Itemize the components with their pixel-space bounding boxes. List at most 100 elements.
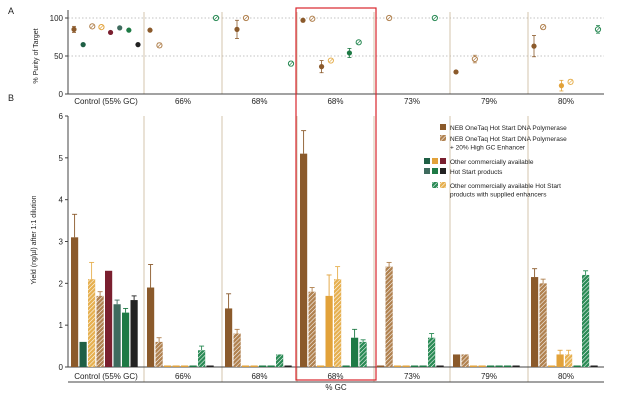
legend-swatch-hatch xyxy=(440,135,446,141)
panel-b-category-label: 66% xyxy=(175,372,191,381)
panel-b-category-label: 80% xyxy=(558,372,574,381)
panel-b-bar xyxy=(181,365,189,367)
panel-a-point xyxy=(300,17,306,23)
panel-b-bar-hatch xyxy=(233,333,241,367)
legend-label: Other commercially available Hot Start xyxy=(450,183,561,190)
panel-a-point xyxy=(135,42,141,48)
panel-b-bar-hatch xyxy=(88,279,96,367)
panel-b-y-tick-label: 2 xyxy=(59,279,64,288)
panel-a-point-hatch xyxy=(99,25,104,29)
panel-a-point xyxy=(531,43,537,49)
panel-a-point-hatch xyxy=(356,40,361,45)
panel-b-bar-hatch xyxy=(428,337,436,367)
panel-b-bar xyxy=(478,365,486,367)
panel-b-bar xyxy=(453,354,461,367)
panel-b-bar xyxy=(342,365,350,367)
panel-b-bar-hatch xyxy=(334,279,342,367)
panel-b-bar xyxy=(259,365,267,367)
panel-b-bar xyxy=(436,365,444,367)
panel-b-bar-hatch xyxy=(565,354,573,367)
legend-swatch xyxy=(440,168,446,174)
panel-a-category-label: 66% xyxy=(175,97,191,106)
panel-b-bar xyxy=(402,365,410,367)
panel-label-b: B xyxy=(8,93,14,103)
panel-b-bar xyxy=(130,300,138,367)
panel-b-yield-chart: 0 1 2 3 4 5 6 Control (55% GC) 66% 68% 68% 73% 79% 80… xyxy=(59,112,604,383)
legend-swatch xyxy=(432,158,438,164)
legend-swatch xyxy=(424,158,430,164)
panel-b-bar xyxy=(189,365,197,367)
panel-b-bar-hatch xyxy=(96,295,104,367)
panel-b-bar xyxy=(317,365,325,367)
panel-a-point-hatch xyxy=(157,43,162,48)
panel-a-point-hatch xyxy=(289,61,293,66)
panel-a-point xyxy=(234,26,240,32)
panel-b-bar xyxy=(122,312,130,367)
panel-b-bar xyxy=(242,365,250,367)
panel-b-bar-hatch xyxy=(385,266,393,367)
panel-b-bar-hatch xyxy=(461,354,469,367)
panel-b-bar xyxy=(147,287,155,367)
panel-b-bar xyxy=(590,365,598,367)
panel-a-point xyxy=(318,64,325,70)
panel-a-point-hatch xyxy=(214,16,218,20)
panel-b-y-tick-label: 4 xyxy=(59,196,64,205)
panel-b-bar xyxy=(206,365,214,367)
panel-b-category-label: 68% xyxy=(327,372,343,381)
panel-a-y-tick-label: 0 xyxy=(59,90,64,99)
panel-b-bar xyxy=(411,365,419,367)
panel-a-purity-plot: 0 50 100 Control (55% GC) 66% 68% 68% 73% 79% 80% xyxy=(50,10,604,106)
panel-b-bar-hatch xyxy=(198,350,206,367)
panel-a-point xyxy=(147,27,153,33)
panel-b-bar xyxy=(548,365,556,367)
legend-label: NEB OneTaq Hot Start DNA Polymerase xyxy=(450,136,567,143)
panel-a-point xyxy=(126,27,132,33)
panel-b-bar xyxy=(71,237,79,367)
panel-b-bar xyxy=(419,365,427,367)
panel-b-y-tick-label: 1 xyxy=(59,321,64,330)
panel-b-y-tick-label: 3 xyxy=(59,238,64,247)
panel-b-bar xyxy=(531,277,539,367)
panel-b-category-label: Control (55% GC) xyxy=(74,372,138,381)
panel-a-point xyxy=(453,69,459,75)
panel-b-bar xyxy=(284,365,292,367)
legend-label: Other commercially available xyxy=(450,159,534,166)
legend-swatch-hatch xyxy=(432,182,438,188)
panel-b-y-tick-label: 5 xyxy=(59,154,64,163)
panel-b-bar-hatch xyxy=(276,354,284,367)
panel-b-bar xyxy=(79,341,87,367)
panel-b-bar xyxy=(267,365,275,367)
panel-b-bar-hatch xyxy=(539,283,547,367)
panel-b-bar xyxy=(487,365,495,367)
panel-a-point-hatch xyxy=(433,16,437,20)
legend-label: Hot Start products xyxy=(450,169,503,176)
panel-b-bar xyxy=(225,308,233,367)
panel-a-category-label: Control (55% GC) xyxy=(74,97,138,106)
panel-b-bar-hatch xyxy=(359,341,367,367)
legend-swatch xyxy=(432,168,438,174)
panel-a-point-hatch xyxy=(244,16,248,20)
panel-a-point xyxy=(346,50,353,56)
legend-swatch xyxy=(440,158,446,164)
panel-b-bar xyxy=(504,365,512,367)
panel-a-category-label: 68% xyxy=(327,97,343,106)
highlight-box xyxy=(295,7,377,381)
panel-a-y-tick-label: 100 xyxy=(50,14,64,23)
legend: NEB OneTaq Hot Start DNA Polymerase NEB O… xyxy=(424,124,567,199)
legend-label: + 20% High GC Enhancer xyxy=(450,145,526,152)
panel-a-point-hatch xyxy=(90,24,95,29)
panel-a-y-tick-label: 50 xyxy=(54,52,63,61)
panel-a-point xyxy=(558,83,565,89)
panel-a-category-label: 79% xyxy=(481,97,497,106)
panel-b-x-axis-label: % GC xyxy=(325,383,347,392)
panel-a-point-hatch xyxy=(473,57,477,61)
panel-a-point-hatch xyxy=(596,27,600,32)
panel-b-category-label: 73% xyxy=(404,372,420,381)
panel-b-bar xyxy=(172,365,180,367)
panel-b-category-label: 68% xyxy=(251,372,267,381)
panel-a-point-hatch xyxy=(541,25,545,29)
legend-swatch xyxy=(424,168,430,174)
panel-a-y-axis-label: % Purity of Target xyxy=(33,28,40,83)
panel-b-bar xyxy=(377,365,385,367)
